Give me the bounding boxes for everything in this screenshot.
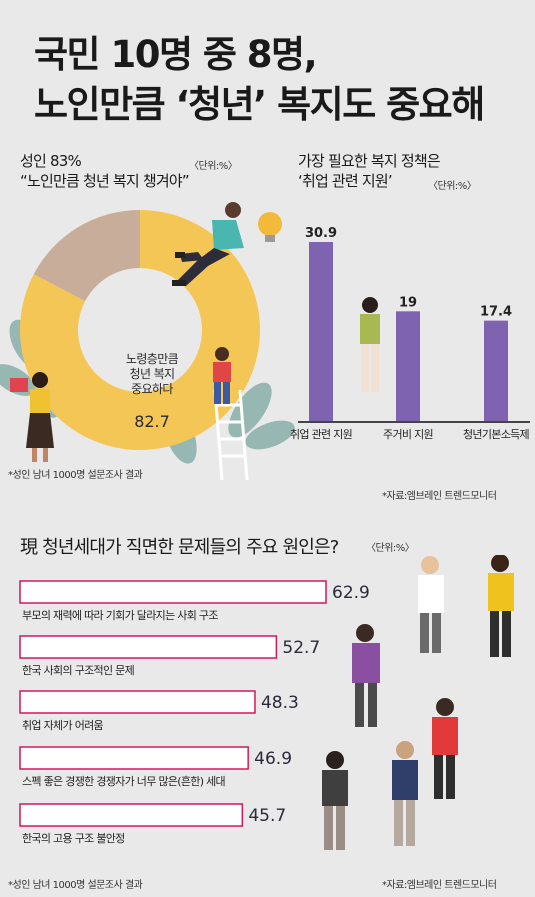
- bar-value-label-3: 17.4: [480, 305, 512, 320]
- bar-1: [309, 242, 333, 422]
- hbar-1: [19, 580, 327, 604]
- ladder-illustration: [213, 389, 249, 480]
- hbar-value-label-2: 52.7: [282, 638, 320, 658]
- hbar-heading: 現 청년세대가 직면한 문제들의 주요 원인은?: [20, 537, 339, 558]
- bar-value-label-1: 30.9: [305, 226, 337, 241]
- donut-unit-label: 〈단위:%〉: [189, 161, 238, 172]
- donut-heading-line-1: 성인 83%: [20, 152, 82, 170]
- people-group-illustration: [322, 555, 514, 850]
- donut-center-value: 82.7: [134, 412, 170, 431]
- donut-center-label-2: 청년 복지: [130, 367, 175, 381]
- hbar-value-label-5: 45.7: [248, 806, 286, 826]
- hbar-value-label-1: 62.9: [332, 583, 370, 603]
- standing-woman-illustration: [10, 372, 54, 462]
- hbar-4: [19, 746, 249, 770]
- hbar-category-label-3: 취업 자체가 어려움: [22, 719, 104, 732]
- donut-footnote: *성인 남녀 1000명 설문조사 결과: [8, 463, 248, 482]
- hbar-footnote-text: *성인 남녀 1000명 설문조사 결과: [8, 880, 143, 891]
- hbar-2: [19, 635, 278, 659]
- hbar-3: [19, 690, 256, 714]
- bar-category-label-3: 청년기본소득제: [463, 428, 529, 441]
- bar-source-text: *자료:엠브레인 트렌드모니터: [382, 491, 497, 502]
- horizontal-bar-chart: 62.9 부모의 재력에 따라 기회가 달라지는 사회 구조 52.7 한국 사회의 …: [19, 555, 514, 850]
- bar-heading-line-1: 가장 필요한 복지 정책은: [298, 152, 441, 170]
- hbar-source-text: *자료:엠브레인 트렌드모니터: [382, 880, 497, 891]
- bar-category-label-2: 주거비 지원: [383, 428, 433, 441]
- lightbulb-icon: [258, 212, 282, 242]
- hbar-value-label-3: 48.3: [261, 693, 299, 713]
- bar-heading-line-2: ‘취업 관련 지원’: [298, 172, 393, 190]
- donut-slice-2: [33, 210, 140, 302]
- bar-source: *자료:엠브레인 트렌드모니터: [382, 484, 497, 503]
- hbar-category-label-2: 한국 사회의 구조적인 문제: [22, 664, 134, 677]
- bar-3: [484, 320, 508, 422]
- hbar-category-label-4: 스펙 좋은 경쟁한 경쟁자가 너무 많은(흔한) 세대: [22, 775, 225, 788]
- donut-center-label-1: 노령층만큼: [126, 352, 179, 366]
- hbar-5: [19, 803, 244, 827]
- hbar-category-label-5: 한국의 고용 구조 불안정: [22, 832, 125, 845]
- walking-woman-illustration: [360, 297, 380, 392]
- bar-value-label-2: 19: [399, 295, 417, 310]
- climbing-person-illustration: [213, 347, 231, 404]
- bar-category-label-1: 취업 관련 지원: [290, 428, 352, 441]
- hbar-category-label-1: 부모의 재력에 따라 기회가 달라지는 사회 구조: [22, 609, 218, 622]
- hbar-source: *자료:엠브레인 트렌드모니터: [382, 873, 497, 892]
- donut-heading-line-2: “노인만큼 청년 복지 챙겨야”: [20, 172, 190, 190]
- donut-center-label-3: 중요하다: [131, 382, 173, 396]
- reclining-person-illustration: [172, 202, 244, 286]
- page-title: 국민 10명 중 8명, 노인만큼 ‘청년’ 복지도 중요해: [34, 30, 485, 130]
- bar-2: [396, 311, 420, 422]
- hbar-unit-label: 〈단위:%〉: [366, 543, 415, 554]
- title-line-2: 노인만큼 ‘청년’ 복지도 중요해: [34, 83, 485, 126]
- vertical-bar-chart: 30.9 취업 관련 지원 19 주거비 지원 17.4 청년기본소득제: [290, 226, 530, 441]
- hbar-value-label-4: 46.9: [254, 749, 292, 769]
- hbar-footnote: *성인 남녀 1000명 설문조사 결과: [8, 873, 143, 892]
- title-line-1: 국민 10명 중 8명,: [34, 33, 318, 76]
- bar-unit-label: 〈단위:%〉: [428, 181, 477, 192]
- donut-footnote-text: *성인 남녀 1000명 설문조사 결과: [8, 470, 143, 481]
